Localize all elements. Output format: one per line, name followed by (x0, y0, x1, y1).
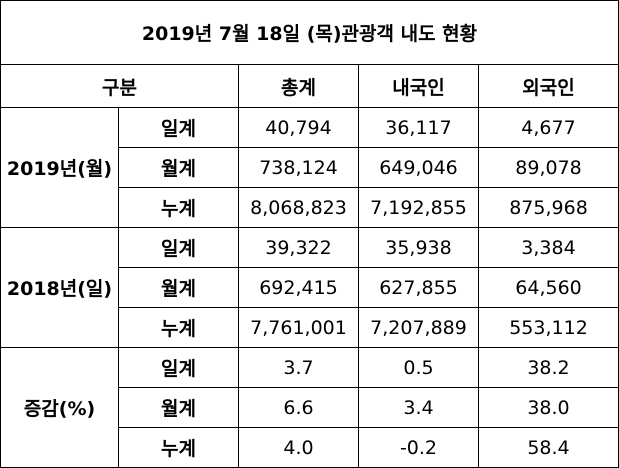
table-row: 누계 7,761,001 7,207,889 553,112 (1, 307, 619, 348)
column-header: 구분 (0, 64, 239, 108)
table-row: 구분 총계 내국인 외국인 (0, 64, 619, 108)
data-cell: 3,384 (477, 227, 619, 268)
row-label: 누계 (118, 187, 239, 228)
data-cell: 875,968 (477, 187, 619, 228)
table-title: 2019년 7월 18일 (목)관광객 내도 현황 (0, 0, 619, 65)
table-row: 2018년(일) 일계 39,322 35,938 3,384 (0, 227, 619, 348)
data-cell: 39,322 (238, 227, 359, 268)
group-label: 2018년(일) (0, 227, 119, 348)
data-cell: 6.6 (238, 387, 359, 428)
column-header: 총계 (238, 64, 359, 108)
table-row: 증감(%) 일계 3.7 0.5 38.2 (0, 347, 619, 468)
table-row: 2019년 7월 18일 (목)관광객 내도 현황 (0, 0, 619, 65)
group-label: 증감(%) (0, 347, 119, 468)
row-label: 일계 (118, 107, 239, 148)
table-row: 월계 6.6 3.4 38.0 (1, 387, 619, 428)
data-cell: -0.2 (358, 427, 479, 468)
data-cell: 36,117 (358, 107, 479, 148)
data-cell: 4.0 (238, 427, 359, 468)
data-cell: 0.5 (358, 347, 479, 388)
data-cell: 35,938 (358, 227, 479, 268)
data-cell: 7,192,855 (358, 187, 479, 228)
data-cell: 3.4 (358, 387, 479, 428)
table-row: 누계 8,068,823 7,192,855 875,968 (1, 187, 619, 228)
row-label: 누계 (118, 307, 239, 348)
row-label: 월계 (118, 387, 239, 428)
data-cell: 38.2 (477, 347, 619, 388)
row-label: 일계 (118, 347, 239, 388)
data-cell: 627,855 (358, 267, 479, 308)
data-cell: 7,207,889 (358, 307, 479, 348)
group-label: 2019년(월) (0, 107, 119, 228)
data-cell: 3.7 (238, 347, 359, 388)
data-cell: 8,068,823 (238, 187, 359, 228)
data-cell: 738,124 (238, 147, 359, 188)
data-cell: 58.4 (477, 427, 619, 468)
table-row: 월계 738,124 649,046 89,078 (1, 147, 619, 188)
table-row: 누계 4.0 -0.2 58.4 (1, 427, 619, 468)
data-cell: 553,112 (477, 307, 619, 348)
column-header: 내국인 (358, 64, 479, 108)
data-cell: 89,078 (477, 147, 619, 188)
data-cell: 7,761,001 (238, 307, 359, 348)
row-label: 월계 (118, 147, 239, 188)
data-cell: 692,415 (238, 267, 359, 308)
data-cell: 40,794 (238, 107, 359, 148)
table-row: 2019년(월) 일계 40,794 36,117 4,677 (0, 107, 619, 228)
data-cell: 38.0 (477, 387, 619, 428)
table-row: 월계 692,415 627,855 64,560 (1, 267, 619, 308)
data-cell: 4,677 (477, 107, 619, 148)
row-label: 누계 (118, 427, 239, 468)
data-cell: 64,560 (477, 267, 619, 308)
row-label: 월계 (118, 267, 239, 308)
row-label: 일계 (118, 227, 239, 268)
column-header: 외국인 (477, 64, 619, 108)
data-cell: 649,046 (358, 147, 479, 188)
